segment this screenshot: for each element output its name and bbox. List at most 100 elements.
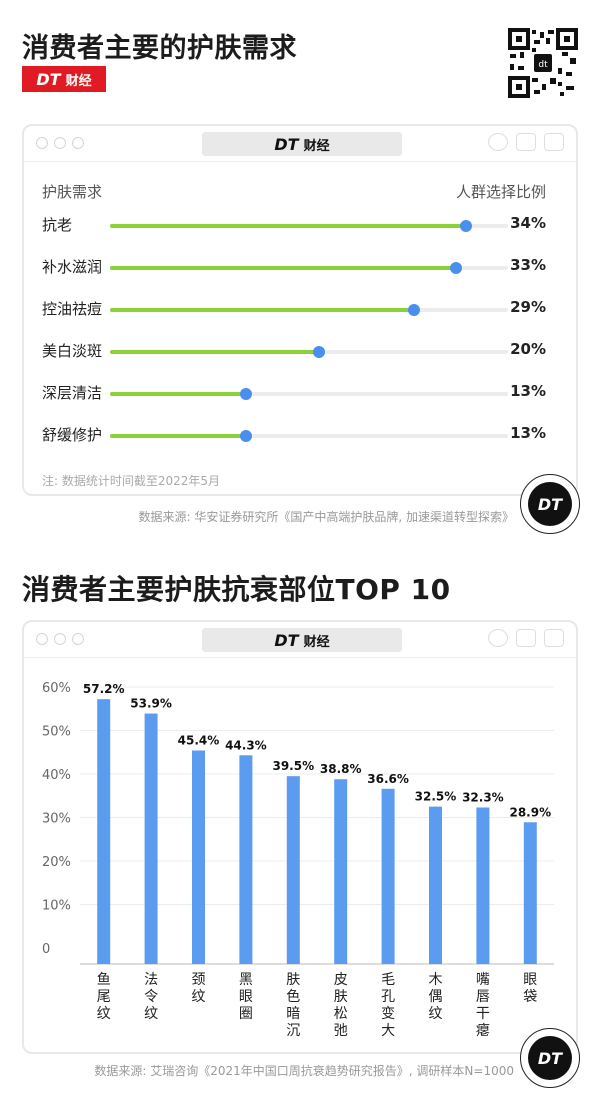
svg-text:dt: dt <box>538 60 548 70</box>
minimize-icon <box>54 137 66 149</box>
demand-value-label: 13% <box>510 382 546 400</box>
bar-value-label: 32.5% <box>415 790 457 804</box>
x-tick-label: 嘴唇干瘪 <box>476 972 490 1039</box>
bar <box>381 788 395 964</box>
demand-bar <box>110 350 320 354</box>
y-tick-label: 30% <box>42 812 71 827</box>
y-tick-label: 0 <box>42 942 50 957</box>
bar-value-label: 39.5% <box>272 759 314 773</box>
bar <box>429 806 442 964</box>
maximize-icon <box>72 137 84 149</box>
demand-value-label: 34% <box>510 214 546 232</box>
x-tick-label: 肤色暗沉 <box>286 972 300 1039</box>
close-icon <box>36 633 48 645</box>
demand-bar-track <box>110 346 508 358</box>
y-tick-label: 20% <box>42 855 71 870</box>
demand-bar <box>110 308 414 312</box>
demand-bar-track <box>110 304 508 316</box>
demand-label: 抗老 <box>42 216 73 234</box>
window-icon <box>544 629 564 647</box>
demand-bar-track <box>110 430 508 442</box>
chat-icon <box>488 133 508 151</box>
window-icon <box>544 133 564 151</box>
bar-value-label: 45.4% <box>178 734 220 748</box>
data-source: 数据来源: 艾瑞咨询《2021年中国口周抗衰趋势研究报告》, 调研样本N=100… <box>94 1064 514 1078</box>
data-note: 注: 数据统计时间截至2022年5月 <box>42 474 221 488</box>
demand-bar <box>110 434 247 438</box>
tab-brand-name: 财经 <box>303 634 330 650</box>
demand-label: 美白淡斑 <box>42 342 103 360</box>
demand-bar-marker <box>313 346 326 358</box>
demand-bar-marker <box>240 388 253 400</box>
bar <box>239 755 253 964</box>
demand-bar <box>110 266 456 270</box>
dt-logo: DT <box>520 1028 580 1088</box>
dt-logo-mark: DT <box>528 482 572 526</box>
bar-value-label: 28.9% <box>509 805 551 819</box>
bar-value-label: 36.6% <box>367 772 409 786</box>
page-title: 消费者主要的护肤需求 <box>22 33 297 64</box>
x-tick-label: 鱼尾纹 <box>97 971 111 1022</box>
anti-aging-bar-chart: 0 10% 20% 30% 40% 50% 60% 57.2% 鱼尾纹 53.9% 法令纹 45.4%… <box>42 681 554 1039</box>
demand-value-label: 29% <box>510 298 546 316</box>
y-tick-label: 50% <box>42 725 71 740</box>
minimize-icon <box>54 633 66 645</box>
close-icon <box>36 137 48 149</box>
x-tick-label: 毛孔变大 <box>381 972 395 1039</box>
dt-logo-mark: DT <box>528 1036 572 1080</box>
y-tick-label: 60% <box>42 681 71 696</box>
demand-value-label: 33% <box>510 256 546 274</box>
window-tab: DT 财经 <box>202 628 402 652</box>
bar <box>334 779 348 964</box>
y-tick-label: 10% <box>42 899 71 914</box>
brand-badge: DT 财经 <box>22 66 106 92</box>
bar <box>476 807 490 964</box>
x-tick-label: 颈纹 <box>192 972 206 1005</box>
demand-bar <box>110 224 467 228</box>
demand-label: 控油祛痘 <box>42 300 103 318</box>
anti-aging-card: DT 财经 0 10% 20% 30% 40% 50% 60% 57.2% 鱼尾纹 53.9% 法令… <box>22 620 578 1054</box>
column-header-ratio: 人群选择比例 <box>455 183 546 201</box>
chat-icon <box>488 629 508 647</box>
bar <box>286 776 300 964</box>
bar <box>523 822 537 964</box>
x-tick-label: 眼袋 <box>523 972 537 1005</box>
bar <box>192 750 205 964</box>
data-source: 数据来源: 华安证券研究所《国产中高端护肤品牌, 加速渠道转型探索》 <box>138 510 515 524</box>
x-tick-label: 法令纹 <box>144 972 158 1022</box>
bar-value-label: 32.3% <box>462 790 504 804</box>
brand-name: 财经 <box>65 73 92 89</box>
demand-value-label: 20% <box>510 340 546 358</box>
demand-bar-marker <box>407 304 420 316</box>
demand-bar-track <box>110 220 508 232</box>
demand-bar-track <box>110 262 508 274</box>
bar-value-label: 38.8% <box>320 762 362 776</box>
dt-logo: DT <box>520 474 580 534</box>
bar <box>144 713 158 964</box>
tab-brand-mark: DT <box>274 134 299 154</box>
bar <box>97 699 111 964</box>
x-tick-label: 皮肤松弛 <box>334 972 348 1039</box>
demand-label: 补水滋润 <box>42 258 103 276</box>
demand-bar-marker <box>449 262 462 274</box>
demand-bar-marker <box>460 220 473 232</box>
window-tab: DT 财经 <box>202 132 402 156</box>
maximize-icon <box>72 633 84 645</box>
demand-bar-track <box>110 388 508 400</box>
tab-brand-mark: DT <box>274 630 299 650</box>
share-icon <box>516 133 536 151</box>
demand-value-label: 13% <box>510 424 546 442</box>
demand-label: 深层清洁 <box>42 384 103 402</box>
tab-brand-name: 财经 <box>303 138 330 154</box>
bar-value-label: 44.3% <box>225 738 267 752</box>
share-icon <box>516 629 536 647</box>
demand-bar-marker <box>240 430 253 442</box>
x-tick-label: 黑眼圈 <box>239 972 253 1022</box>
column-header-need: 护肤需求 <box>42 183 103 201</box>
window-titlebar: DT 财经 <box>24 126 576 162</box>
demand-bar <box>110 392 247 396</box>
qr-code-icon: dt <box>508 28 578 98</box>
demand-card: DT 财经 护肤需求 人群选择比例 抗老 34% 补水滋润 33% 控油祛痘 29% 美白淡… <box>22 124 578 496</box>
section-title: 消费者主要护肤抗衰部位TOP 10 <box>22 573 451 606</box>
brand-mark: DT <box>36 69 61 89</box>
